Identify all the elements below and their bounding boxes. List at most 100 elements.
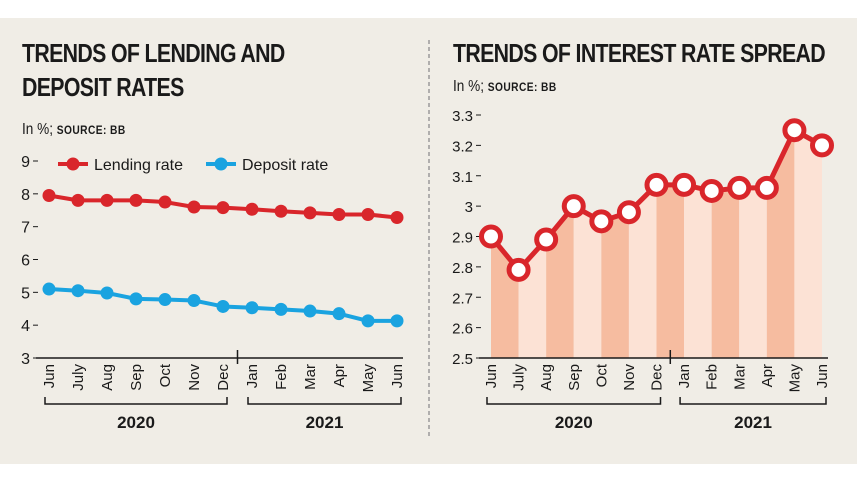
lending-rate-point-jan-7: [245, 202, 259, 216]
deposit-rate-point-jan-7: [245, 301, 259, 315]
right-chart-unit-source: In %; SOURCE: BB: [453, 78, 557, 96]
left-y-tick-label: 7: [21, 220, 30, 237]
spread-point-nov-5: [616, 200, 641, 225]
deposit-rate-point-sep-3: [129, 292, 143, 306]
right-x-label-sep-3: Sep: [566, 364, 583, 391]
lending-rate-point-jun-12: [390, 210, 404, 224]
left-x-label-jun-0: Jun: [41, 364, 58, 388]
right-x-label-mar-9: Mar: [731, 364, 748, 390]
left-x-label-july-1: July: [70, 364, 87, 391]
right-y-tick-label: 2.5: [452, 351, 473, 368]
left-x-label-may-11: May: [360, 364, 377, 393]
deposit-rate-point-jun-0: [42, 282, 56, 296]
spread-area-segment-7: [684, 184, 712, 358]
spread-point-may-11: [782, 118, 807, 143]
spread-area-segment-11: [794, 130, 822, 358]
left-x-label-dec-6: Dec: [215, 364, 232, 391]
spread-area-segment-3: [573, 206, 602, 358]
right-chart-unit: In %;: [453, 78, 484, 95]
right-x-label-jun-0: Jun: [483, 364, 500, 388]
right-year-bracket-2020: [486, 397, 662, 405]
right-chart-title: TRENDS OF INTEREST RATE SPREAD: [453, 38, 826, 68]
left-x-label-jan-7: Jan: [244, 364, 261, 388]
left-y-tick-label: 4: [21, 318, 30, 335]
left-x-label-apr-10: Apr: [331, 364, 348, 387]
right-year-label-2021: 2021: [734, 413, 772, 432]
legend-marker-lending-rate: [66, 157, 80, 171]
deposit-rate-point-mar-9: [303, 304, 317, 318]
right-x-label-jan-7: Jan: [676, 364, 693, 388]
left-y-tick-label: 8: [21, 187, 30, 204]
left-year-bracket-2021: [247, 397, 402, 405]
right-x-label-feb-8: Feb: [704, 364, 721, 390]
left-x-label-feb-8: Feb: [273, 364, 290, 390]
legend-label-deposit-rate: Deposit rate: [242, 157, 328, 174]
right-x-label-nov-5: Nov: [621, 364, 638, 391]
left-chart-unit-source: In %; SOURCE: BB: [22, 121, 126, 139]
spread-point-jun-0: [479, 224, 503, 249]
lending-rate-point-july-1: [71, 193, 85, 207]
deposit-rate-point-jun-12: [390, 314, 404, 328]
left-year-bracket-2020: [44, 397, 228, 405]
right-year-bracket-2021: [679, 397, 827, 405]
spread-point-dec-6: [644, 172, 669, 197]
left-y-tick-label: 9: [21, 154, 30, 171]
deposit-rate-point-july-1: [71, 284, 85, 298]
spread-point-jan-7: [672, 172, 697, 197]
left-chart-source: SOURCE: BB: [56, 123, 126, 137]
right-x-label-may-11: May: [786, 364, 803, 393]
left-x-label-mar-9: Mar: [302, 364, 319, 390]
lending-rate-point-aug-2: [100, 193, 114, 207]
left-y-tick-label: 6: [21, 253, 30, 270]
spread-area-segment-5: [628, 184, 657, 358]
lending-rate-point-dec-6: [216, 201, 230, 215]
spread-area-segment-4: [601, 212, 629, 358]
deposit-rate-point-nov-5: [187, 294, 201, 308]
right-y-tick-label: 3.1: [452, 169, 473, 186]
lending-rate-point-jun-0: [42, 188, 56, 202]
spread-area-segment-6: [656, 184, 685, 358]
deposit-rate-point-may-11: [361, 314, 375, 328]
deposit-rate-point-dec-6: [216, 299, 230, 313]
right-y-tick-label: 2.8: [452, 260, 473, 277]
spread-area-segment-9: [739, 187, 767, 358]
right-y-tick-label: 2.6: [452, 321, 473, 338]
left-x-label-nov-5: Nov: [186, 364, 203, 391]
spread-area-segment-8: [711, 187, 740, 358]
lending-rate-point-nov-5: [187, 200, 201, 214]
left-x-label-oct-4: Oct: [157, 363, 174, 387]
lending-rate-point-oct-4: [158, 195, 172, 209]
deposit-rate-point-apr-10: [332, 307, 346, 321]
right-y-tick-label: 3.2: [452, 138, 473, 155]
right-x-label-dec-6: Dec: [649, 364, 666, 391]
right-y-tick-label: 3.3: [452, 108, 473, 125]
deposit-rate-point-feb-8: [274, 302, 288, 316]
right-chart: 2.5 2.6 2.7 2.8 2.9 3 3.1 3.2 3.3 Jun July Aug Sep Oc…: [452, 108, 834, 432]
spread-point-aug-2: [534, 227, 559, 252]
spread-point-oct-4: [589, 209, 614, 234]
right-x-label-july-1: July: [511, 364, 528, 391]
left-chart-unit: In %;: [22, 121, 53, 138]
spread-point-apr-10: [754, 175, 779, 200]
right-x-label-jun-12: Jun: [814, 364, 831, 388]
right-x-label-oct-4: Oct: [593, 363, 610, 387]
spread-point-sep-3: [561, 194, 586, 219]
left-chart: 3 4 5 6 7 8 9 Jun July Aug Sep Oct Nov Dec Jan Feb Mar Ap…: [21, 154, 406, 432]
lending-rate-point-feb-8: [274, 204, 288, 218]
spread-point-july-1: [506, 257, 531, 282]
left-year-label-2021: 2021: [306, 413, 344, 432]
lending-rate-point-sep-3: [129, 193, 143, 207]
deposit-rate-point-aug-2: [100, 286, 114, 300]
lending-rate-point-may-11: [361, 208, 375, 222]
spread-point-jun-12: [810, 133, 834, 158]
right-y-tick-label: 2.7: [452, 290, 473, 307]
legend-marker-deposit-rate: [214, 157, 228, 171]
left-chart-title-line1: TRENDS OF LENDING AND: [22, 38, 285, 68]
left-chart-title-line2: DEPOSIT RATES: [22, 72, 184, 102]
right-x-label-aug-2: Aug: [538, 364, 555, 391]
spread-point-mar-9: [727, 175, 752, 200]
deposit-rate-point-oct-4: [158, 293, 172, 307]
left-y-tick-label: 3: [21, 351, 30, 368]
right-y-tick-label: 3: [465, 199, 473, 216]
